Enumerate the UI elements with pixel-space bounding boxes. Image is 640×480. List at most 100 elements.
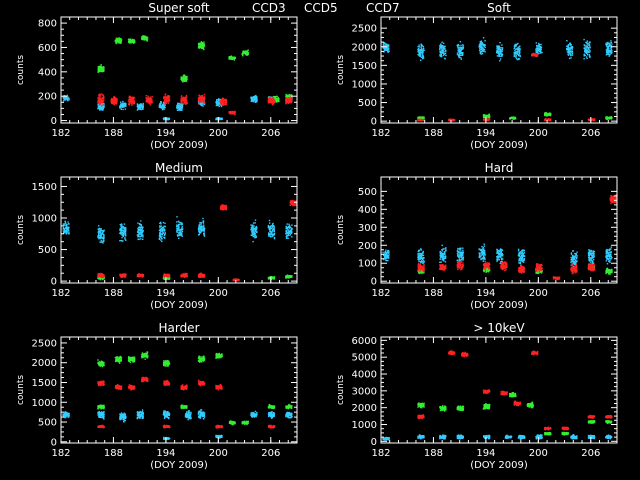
data-point [444, 45, 446, 48]
data-point [64, 220, 66, 223]
data-point [150, 98, 152, 100]
data-point [100, 106, 103, 108]
data-point [147, 95, 149, 97]
data-point [439, 45, 441, 47]
data-point [247, 49, 249, 51]
data-point [439, 50, 441, 52]
data-point [180, 105, 182, 107]
data-point [101, 70, 103, 73]
data-point [178, 102, 180, 105]
data-point [483, 115, 485, 118]
data-point [457, 47, 459, 49]
data-point [586, 47, 588, 49]
data-point [97, 101, 99, 104]
data-point [139, 105, 141, 108]
data-point [118, 39, 121, 41]
x-axis-label: (DOY 2009) [150, 300, 208, 311]
data-point [120, 232, 122, 235]
data-point [119, 40, 121, 42]
data-point [99, 102, 101, 104]
data-point [607, 47, 609, 50]
plot-frame [380, 16, 618, 124]
data-point [216, 101, 218, 103]
data-point [101, 101, 103, 103]
data-point [125, 229, 127, 231]
data-point [588, 44, 591, 47]
data-point [164, 106, 166, 109]
data-point [99, 95, 102, 97]
data-point [287, 94, 289, 96]
data-point [459, 50, 461, 53]
data-point [460, 46, 462, 48]
data-point [186, 78, 188, 80]
data-point [461, 48, 463, 50]
data-point [123, 106, 125, 108]
data-point [123, 223, 126, 225]
data-point [131, 100, 133, 102]
data-point [268, 102, 270, 104]
data-point [131, 41, 133, 43]
data-point [67, 227, 69, 229]
data-point [163, 103, 165, 105]
data-point [115, 98, 117, 100]
data-point [500, 50, 502, 52]
data-point [140, 106, 143, 108]
data-point [566, 40, 568, 42]
data-point [141, 234, 143, 236]
data-point [200, 104, 202, 106]
data-point [144, 35, 147, 38]
data-point [483, 44, 485, 47]
data-point [269, 233, 271, 236]
data-point [125, 239, 127, 241]
data-point [128, 39, 130, 41]
data-point [515, 54, 517, 57]
data-point [420, 46, 422, 49]
data-point [444, 52, 447, 55]
data-point [479, 46, 481, 48]
data-point [97, 70, 100, 72]
data-point [388, 47, 390, 50]
data-point [386, 45, 389, 48]
data-point [571, 50, 574, 53]
data-point [185, 102, 187, 104]
data-point [457, 44, 459, 46]
data-point [145, 36, 147, 39]
data-point [147, 101, 149, 103]
data-point [517, 54, 520, 57]
data-point [440, 44, 443, 47]
data-point [230, 58, 232, 60]
data-point [242, 55, 244, 57]
data-point [274, 96, 276, 98]
data-point [117, 38, 120, 40]
data-point [571, 48, 573, 51]
data-point [420, 116, 423, 118]
data-point [122, 233, 124, 235]
data-point [180, 223, 183, 226]
data-point [608, 51, 610, 53]
data-point [146, 40, 148, 42]
data-point [199, 44, 202, 46]
data-point [68, 99, 70, 101]
data-point [98, 66, 100, 69]
data-point [514, 50, 516, 52]
data-point [177, 225, 179, 228]
data-point [148, 98, 151, 100]
data-point [499, 55, 502, 57]
data-point [98, 225, 100, 227]
data-point [276, 100, 278, 103]
data-point [142, 104, 144, 106]
data-point [511, 117, 514, 119]
data-point [119, 41, 121, 43]
data-point [588, 43, 591, 45]
data-point [482, 37, 485, 39]
data-point [538, 52, 540, 55]
data-point [198, 43, 200, 46]
data-point [139, 222, 141, 225]
data-point [230, 112, 232, 114]
data-point [184, 102, 186, 104]
data-point [234, 57, 236, 59]
data-point [138, 231, 140, 233]
data-point [150, 100, 152, 102]
data-point [181, 77, 183, 79]
